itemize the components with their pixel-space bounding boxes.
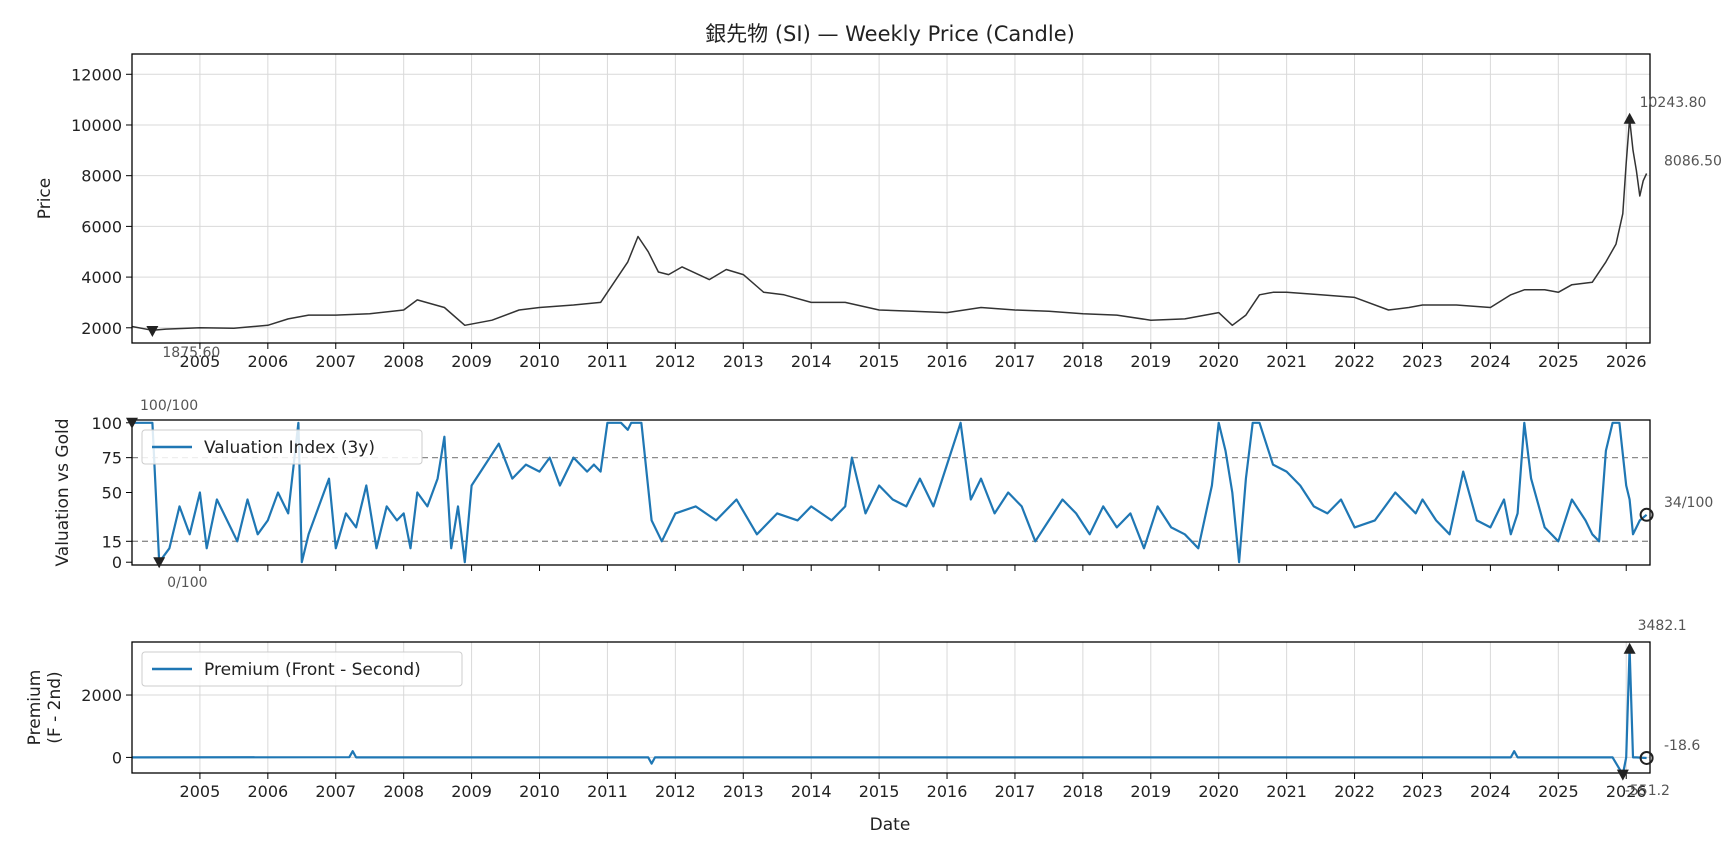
x-tick-label: 2006 [247,352,288,371]
x-tick-label: 2007 [315,352,356,371]
x-tick-label: 2023 [1402,782,1443,801]
x-tick-label: 2008 [383,782,424,801]
x-tick-label: 2022 [1334,782,1375,801]
annotation-label: -551.2 [1625,783,1670,799]
y-axis-label: Premium [25,670,45,746]
x-tick-label: 2016 [927,782,968,801]
x-tick-label: 2020 [1198,782,1239,801]
x-tick-label: 2018 [1063,352,1104,371]
annotation-label: 34/100 [1664,495,1713,511]
x-tick-label: 2022 [1334,352,1375,371]
x-tick-label: 2012 [655,352,696,371]
x-tick-label: 2019 [1130,782,1171,801]
plot-frame [131,419,1651,566]
annotation-label: 0/100 [167,575,207,591]
valuation-panel: 0 15 50 75 100 Valuation vs Gold 100/100 0/100 3… [53,398,1713,591]
y-tick-label: 75 [102,449,122,468]
annotation-marker [146,325,159,337]
annotation-marker [1616,769,1629,781]
x-tick-label: 2005 [180,352,221,371]
x-tick-label: 2006 [247,782,288,801]
x-tick-label: 2010 [519,352,560,371]
x-tick-label: 2005 [180,782,221,801]
price-panel: 2005 2006 2007 2008 2009 2010 2011 2012 2013 2014… [35,53,1722,371]
annotation-label: -18.6 [1664,738,1700,754]
x-tick-label: 2021 [1266,782,1307,801]
x-tick-label: 2012 [655,782,696,801]
y-tick-label: 2000 [81,319,122,338]
y-tick-label: 100 [91,414,122,433]
x-tick-label: 2021 [1266,352,1307,371]
x-tick-label: 2025 [1538,352,1579,371]
x-tick-label: 2024 [1470,782,1511,801]
x-tick-label: 2014 [791,352,832,371]
annotation-label: 3482.1 [1638,618,1687,634]
y-axis-label: (F - 2nd) [45,671,65,743]
x-tick-label: 2011 [587,352,628,371]
y-tick-label: 0 [112,553,122,572]
y-tick-label: 2000 [81,686,122,705]
legend-box [141,651,463,687]
annotation-label: 100/100 [140,398,198,414]
x-tick-label: 2026 [1606,782,1647,801]
annotation-marker [1639,750,1654,765]
x-tick-label: 2010 [519,782,560,801]
x-tick-label: 2023 [1402,352,1443,371]
x-tick-label: 2019 [1130,352,1171,371]
x-tick-label: 2009 [451,352,492,371]
annotation-label: 8086.50 [1664,153,1722,169]
series-line [132,421,1648,564]
x-tick-label: 2025 [1538,782,1579,801]
y-tick-label: 12000 [71,65,122,84]
legend-label: Premium (Front - Second) [204,660,421,680]
x-tick-label: 2015 [859,782,900,801]
plot-frame [131,53,1651,344]
legend-box [141,429,423,465]
x-tick-label: 2013 [723,352,764,371]
annotation-marker [1623,642,1636,654]
x-tick-label: 2008 [383,352,424,371]
x-tick-label: 2011 [587,782,628,801]
y-tick-label: 10000 [71,116,122,135]
plot-frame [131,641,1651,774]
x-tick-label: 2017 [995,782,1036,801]
x-tick-label: 2018 [1063,782,1104,801]
annotation-marker [153,557,166,569]
x-tick-label: 2013 [723,782,764,801]
x-tick-label: 2015 [859,352,900,371]
x-tick-label: 2017 [995,352,1036,371]
y-tick-label: 15 [102,532,122,551]
y-axis-label: Valuation vs Gold [53,418,73,566]
x-tick-label: 2024 [1470,352,1511,371]
series-line [131,647,1647,776]
annotation-marker [1623,112,1636,124]
y-tick-label: 6000 [81,217,122,236]
x-tick-label: 2020 [1198,352,1239,371]
annotation-marker [126,417,138,429]
x-tick-label: 2016 [927,352,968,371]
y-tick-label: 8000 [81,167,122,186]
annotation-label: 1875.60 [162,345,220,361]
x-axis-label: Date [870,815,911,835]
premium-panel: 2005 2006 2007 2008 2009 2010 2011 2012 2013 2014… [25,618,1700,801]
annotation-label: 10243.80 [1640,95,1707,111]
series-line [131,118,1648,332]
y-tick-label: 0 [112,748,122,767]
x-tick-label: 2014 [791,782,832,801]
x-tick-label: 2009 [451,782,492,801]
x-tick-label: 2007 [315,782,356,801]
chart-title: 銀先物 (SI) — Weekly Price (Candle) [705,22,1075,46]
y-tick-label: 50 [102,484,122,503]
annotation-marker [1639,507,1654,522]
y-tick-label: 4000 [81,268,122,287]
x-tick-label: 2026 [1606,352,1647,371]
legend-label: Valuation Index (3y) [204,438,375,458]
y-axis-label: Price [35,178,55,219]
